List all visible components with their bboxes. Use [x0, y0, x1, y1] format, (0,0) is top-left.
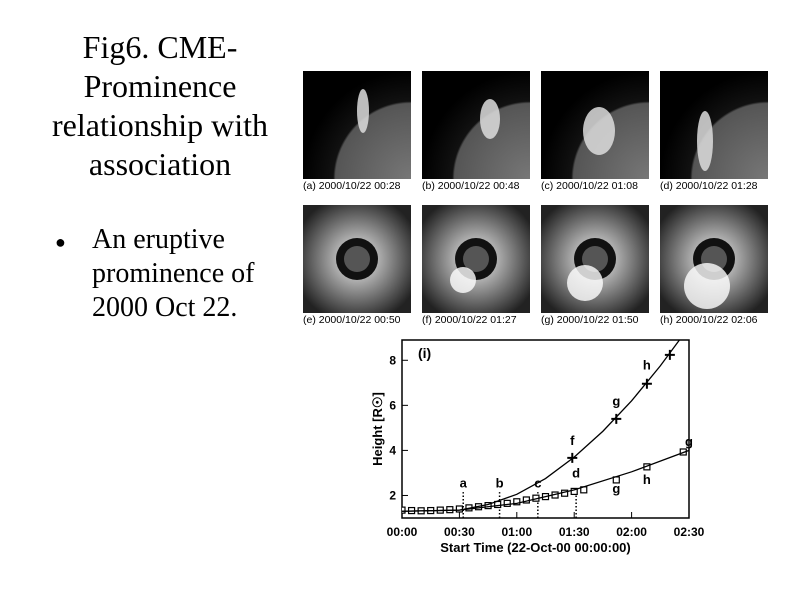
title-line: association — [89, 146, 231, 182]
annotation: c — [534, 476, 541, 491]
prominence — [697, 111, 713, 171]
y-tick-label: 6 — [389, 398, 396, 412]
plot-frame — [401, 339, 690, 519]
plus-point — [611, 413, 622, 424]
panel-image — [660, 71, 768, 179]
panel-caption: (a) 2000/10/22 00:28 — [303, 180, 401, 192]
panel-caption: (d) 2000/10/22 01:28 — [660, 180, 758, 192]
annotation: g — [612, 481, 620, 496]
square-point — [455, 505, 463, 513]
panel-image — [422, 71, 530, 179]
annotation: g — [685, 434, 693, 449]
panel-caption: (f) 2000/10/22 01:27 — [422, 314, 517, 326]
bullet-dot: ● — [55, 232, 66, 252]
cme-bright — [567, 265, 603, 301]
prominence — [583, 107, 615, 155]
annotation: h — [643, 472, 651, 487]
panel-caption: (b) 2000/10/22 00:48 — [422, 180, 520, 192]
fit-curve — [402, 449, 689, 512]
image-panels: (a) 2000/10/22 00:28 (b) 2000/10/22 00:48… — [303, 71, 768, 326]
title-line: Prominence — [84, 68, 237, 104]
cme-bright — [684, 263, 730, 309]
sun-disk — [463, 246, 489, 272]
fit-curve — [402, 340, 680, 512]
panel-caption: (e) 2000/10/22 00:50 — [303, 314, 401, 326]
x-tick-label: 01:30 — [559, 525, 590, 539]
plus-point — [664, 349, 675, 360]
prominence — [357, 89, 369, 133]
title-line: relationship with — [52, 107, 268, 143]
square-point — [513, 498, 521, 506]
bullet-line: An eruptive — [92, 224, 225, 255]
sun-disk — [344, 246, 370, 272]
annotation: h — [643, 357, 651, 372]
plus-point — [641, 378, 652, 389]
bullet-line: prominence of — [92, 258, 255, 289]
y-tick-label: 8 — [389, 353, 396, 367]
x-tick-label: 00:00 — [387, 525, 418, 539]
annotation: a — [460, 476, 468, 491]
title-line: Fig6. CME- — [83, 29, 238, 65]
panel-image — [303, 71, 411, 179]
bullet-line: 2000 Oct 22. — [92, 292, 237, 323]
annotation: f — [570, 433, 575, 448]
square-point — [503, 499, 511, 507]
annotation: d — [572, 465, 580, 480]
annotation: b — [496, 476, 504, 491]
prominence — [480, 99, 500, 139]
cme-bright — [450, 267, 476, 293]
x-tick-label: 00:30 — [444, 525, 475, 539]
square-point — [402, 506, 406, 514]
y-axis-label: Height [R☉] — [370, 392, 385, 466]
panel-caption: (c) 2000/10/22 01:08 — [541, 180, 638, 192]
chart: 00:00 00:30 01:00 01:30 02:00 02:30 2 4 6 8 Start … — [370, 339, 705, 555]
panel-caption: (h) 2000/10/22 02:06 — [660, 314, 758, 326]
y-tick-label: 2 — [389, 488, 396, 502]
x-tick-label: 02:00 — [616, 525, 647, 539]
x-tick-label: 02:30 — [674, 525, 705, 539]
panel-label: (i) — [418, 345, 431, 361]
plot-area — [402, 340, 689, 518]
panel-caption: (g) 2000/10/22 01:50 — [541, 314, 639, 326]
x-tick-label: 01:00 — [501, 525, 532, 539]
square-point — [570, 487, 578, 496]
y-tick-label: 4 — [389, 443, 396, 457]
annotation: g — [612, 393, 620, 408]
x-axis-label: Start Time (22-Oct-00 00:00:00) — [440, 540, 631, 555]
